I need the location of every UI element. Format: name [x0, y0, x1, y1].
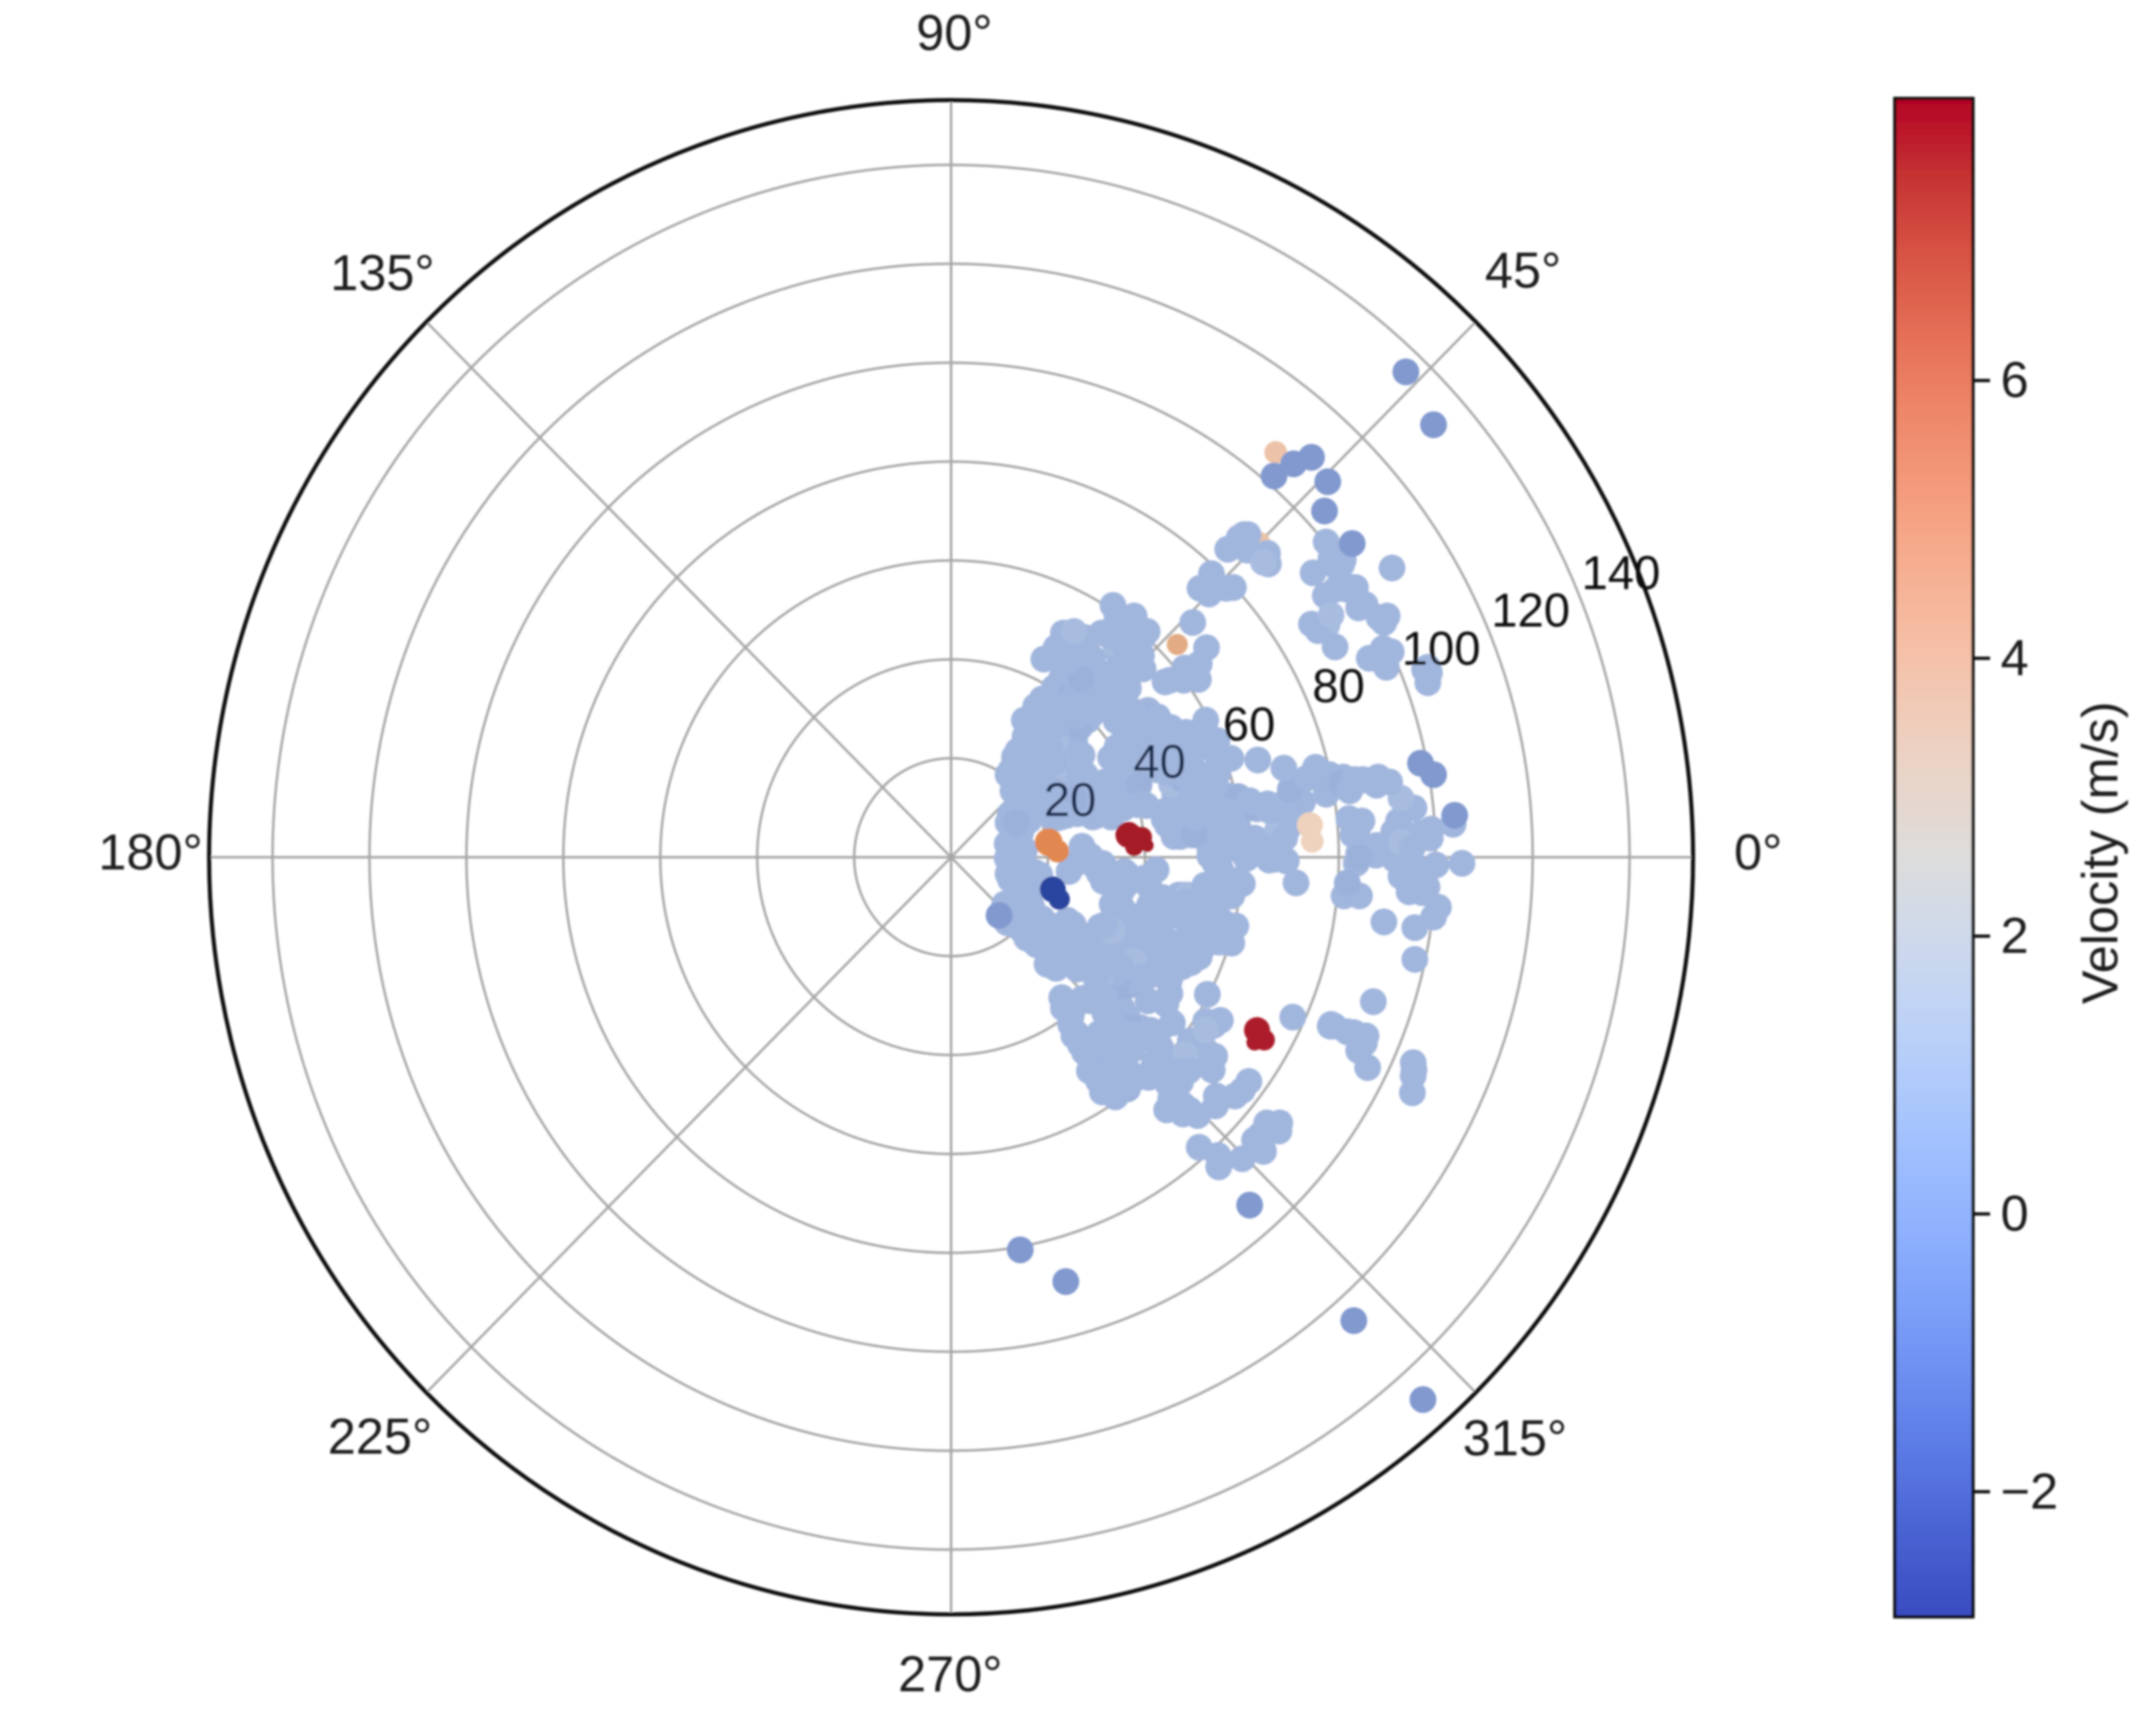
- svg-text:2: 2: [2001, 908, 2028, 964]
- svg-text:45°: 45°: [1485, 243, 1561, 299]
- svg-text:40: 40: [1133, 736, 1186, 788]
- svg-text:120: 120: [1491, 584, 1570, 637]
- svg-text:135°: 135°: [330, 246, 434, 302]
- svg-text:90°: 90°: [916, 6, 993, 62]
- svg-text:4: 4: [2001, 631, 2028, 687]
- svg-text:180°: 180°: [98, 825, 203, 881]
- svg-text:6: 6: [2001, 352, 2028, 408]
- svg-text:100: 100: [1402, 622, 1481, 675]
- svg-text:315°: 315°: [1463, 1411, 1567, 1467]
- svg-text:225°: 225°: [328, 1409, 432, 1465]
- svg-text:140: 140: [1582, 547, 1661, 600]
- svg-text:80: 80: [1312, 660, 1365, 713]
- svg-text:−2: −2: [2001, 1464, 2058, 1520]
- svg-text:20: 20: [1044, 774, 1097, 827]
- svg-text:Velocity (m/s): Velocity (m/s): [2073, 701, 2129, 1004]
- svg-text:0°: 0°: [1734, 825, 1782, 881]
- svg-text:0: 0: [2001, 1186, 2028, 1242]
- svg-text:270°: 270°: [898, 1647, 1002, 1703]
- svg-text:60: 60: [1223, 698, 1276, 751]
